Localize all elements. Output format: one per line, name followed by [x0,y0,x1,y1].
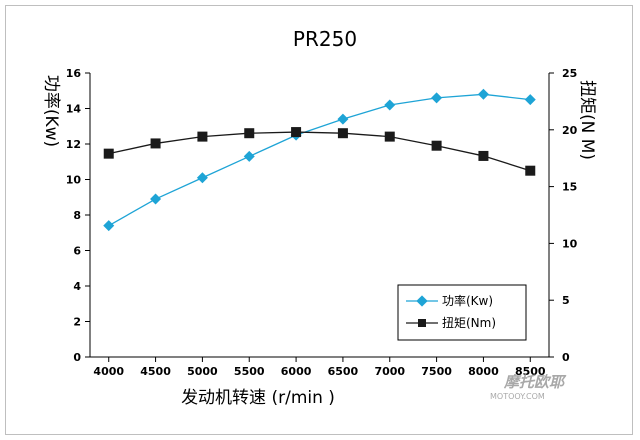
x-tick-label: 8000 [468,365,499,378]
power-point [477,88,489,100]
series-torque [103,127,536,176]
y-left-tick-label: 10 [66,174,82,187]
x-axis-label: 发动机转速 (r/min ) [181,388,335,408]
power-point [243,150,255,162]
power-point [384,99,396,111]
series-power [103,88,536,232]
power-line [108,93,531,227]
y-left-tick-label: 4 [73,280,81,293]
watermark: 摩托欧耶 MOTOOY.COM [490,373,567,401]
watermark-text: 摩托欧耶 [503,373,567,391]
x-axis-ticks: 4000 4500 5000 5500 6000 6500 7000 7500 8000 8500 [93,357,546,378]
x-tick-label: 6000 [281,365,312,378]
y-right-tick-label: 25 [562,67,577,80]
y-right-tick-label: 0 [562,351,570,364]
y-axis-left-label: 功率(Kw) [41,75,61,147]
power-point [196,172,208,184]
x-tick-label: 8500 [515,365,546,378]
left-axis-ticks: 0 2 4 6 8 10 12 14 16 [66,67,90,364]
torque-point [197,131,208,142]
y-left-tick-label: 0 [73,351,81,364]
x-tick-label: 7500 [421,365,452,378]
power-point [103,220,115,232]
x-tick-label: 6500 [328,365,359,378]
y-left-tick-label: 14 [66,103,82,116]
torque-point [478,150,489,161]
y-right-tick-label: 15 [562,181,577,194]
series-layer [103,88,536,232]
x-tick-label: 4500 [140,365,171,378]
power-point [431,92,443,104]
watermark-subtext: MOTOOY.COM [490,392,545,401]
y-left-tick-label: 12 [66,138,81,151]
chart-frame [5,5,633,435]
torque-point [150,138,161,149]
chart-title: PR250 [293,27,357,51]
torque-point [291,127,302,138]
legend-power-label: 功率(Kw) [442,293,493,308]
y-right-tick-label: 5 [562,294,570,307]
right-axis-ticks: 0 5 10 15 20 25 [549,67,578,364]
x-tick-label: 5500 [234,365,265,378]
legend-box [397,284,527,341]
torque-point [103,148,114,159]
power-point [150,193,162,205]
legend-torque-label: 扭矩(Nm) [442,316,496,330]
torque-point [525,165,536,176]
legend: 功率(Kw) 扭矩(Nm) [397,284,527,341]
torque-line [108,131,531,172]
torque-point [431,140,442,151]
power-point [337,113,349,125]
legend-power-marker [416,295,428,307]
torque-point [384,131,395,142]
x-tick-label: 7000 [374,365,405,378]
torque-point [244,128,255,139]
legend-torque-marker [418,319,426,327]
torque-point [337,128,348,139]
x-tick-label: 5000 [187,365,218,378]
y-left-tick-label: 8 [73,209,81,222]
y-left-tick-label: 16 [66,67,82,80]
y-right-tick-label: 10 [562,237,578,250]
y-right-tick-label: 20 [562,124,578,137]
y-axis-right-label: 扭矩(N M) [577,80,597,160]
y-left-tick-label: 6 [73,245,81,258]
power-point [524,94,536,106]
x-tick-label: 4000 [93,365,124,378]
y-left-tick-label: 2 [73,316,81,329]
